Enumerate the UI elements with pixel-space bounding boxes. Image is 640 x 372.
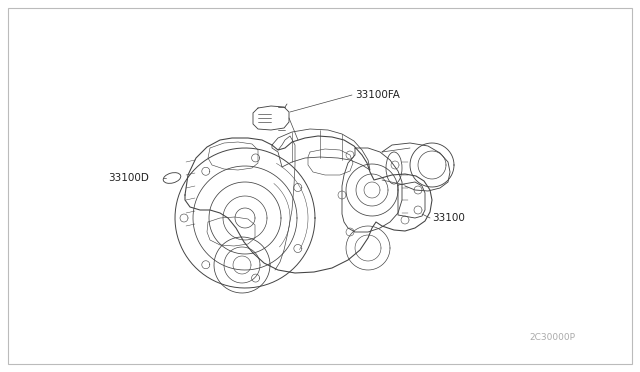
Text: 2C30000P: 2C30000P xyxy=(529,333,575,342)
Text: 33100FA: 33100FA xyxy=(355,90,400,100)
Text: 33100: 33100 xyxy=(432,213,465,223)
Text: 33100D: 33100D xyxy=(108,173,149,183)
